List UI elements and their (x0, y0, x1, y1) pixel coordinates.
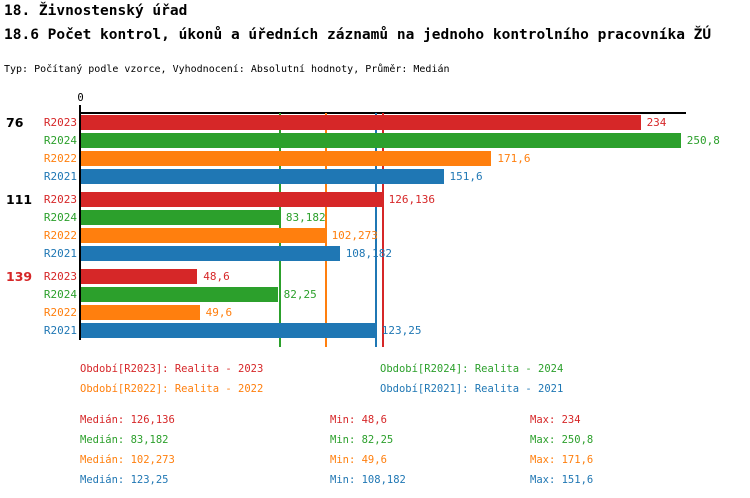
bar-value-111-R2024: 83,182 (285, 211, 326, 224)
median-line-R2021 (374, 113, 377, 347)
bar-value-139-R2021: 123,25 (381, 324, 422, 337)
stat-median-R2021: Medián: 123,25 (80, 474, 169, 486)
row-label-139-R2021: R2021 (43, 324, 77, 337)
axis-tick-label-0: 0 (77, 92, 84, 104)
report-meta-line: Typ: Počítaný podle vzorce, Vyhodnocení:… (4, 64, 450, 75)
bar-76-R2023 (81, 115, 641, 130)
bar-111-R2023 (81, 192, 383, 207)
bar-111-R2021 (81, 246, 340, 261)
row-label-111-R2024: R2024 (43, 211, 77, 224)
bar-139-R2021 (81, 323, 376, 338)
stat-min-R2022: Min: 49,6 (330, 454, 387, 466)
row-label-111-R2023: R2023 (43, 193, 77, 206)
report-title: 18. Živnostenský úřad (4, 3, 188, 19)
group-label-76: 76 (6, 115, 24, 130)
row-label-139-R2022: R2022 (43, 306, 77, 319)
bar-value-76-R2022: 171,6 (497, 152, 531, 165)
report-subtitle: 18.6 Počet kontrol, úkonů a úředních záz… (4, 27, 712, 43)
bar-76-R2024 (81, 133, 681, 148)
legend-item-R2024: Období[R2024]: Realita - 2024 (380, 363, 564, 375)
stat-min-R2021: Min: 108,182 (330, 474, 406, 486)
bar-value-76-R2024: 250,8 (686, 134, 720, 147)
bar-139-R2022 (81, 305, 200, 320)
y-axis-line (79, 105, 81, 340)
row-label-111-R2021: R2021 (43, 247, 77, 260)
row-label-76-R2024: R2024 (43, 134, 77, 147)
stat-max-R2023: Max: 234 (530, 414, 581, 426)
row-label-139-R2024: R2024 (43, 288, 77, 301)
legend-item-R2022: Období[R2022]: Realita - 2022 (80, 383, 264, 395)
bar-76-R2021 (81, 169, 444, 184)
median-line-R2023 (381, 113, 384, 347)
row-label-76-R2023: R2023 (43, 116, 77, 129)
bar-139-R2023 (81, 269, 198, 284)
row-label-76-R2022: R2022 (43, 152, 77, 165)
bar-value-139-R2024: 82,25 (283, 288, 317, 301)
stat-min-R2023: Min: 48,6 (330, 414, 387, 426)
stat-median-R2022: Medián: 102,273 (80, 454, 175, 466)
group-label-111: 111 (6, 192, 33, 207)
row-label-111-R2022: R2022 (43, 229, 77, 242)
bar-value-111-R2021: 108,182 (345, 247, 393, 260)
stat-max-R2021: Max: 151,6 (530, 474, 594, 486)
median-line-R2022 (324, 113, 327, 347)
bar-111-R2022 (81, 228, 326, 243)
bar-value-139-R2022: 49,6 (205, 306, 233, 319)
bar-value-111-R2023: 126,136 (388, 193, 435, 206)
legend-item-R2023: Období[R2023]: Realita - 2023 (80, 363, 264, 375)
stat-max-R2022: Max: 171,6 (530, 454, 594, 466)
row-label-139-R2023: R2023 (43, 270, 77, 283)
group-label-139: 139 (6, 269, 33, 284)
row-label-76-R2021: R2021 (43, 170, 77, 183)
stat-median-R2024: Medián: 83,182 (80, 434, 169, 446)
bar-value-76-R2021: 151,6 (449, 170, 483, 183)
bar-76-R2022 (81, 151, 492, 166)
stat-min-R2024: Min: 82,25 (330, 434, 394, 446)
bar-value-139-R2023: 48,6 (203, 270, 230, 283)
bar-111-R2024 (81, 210, 280, 225)
bar-value-76-R2023: 234 (646, 116, 667, 129)
stat-max-R2024: Max: 250,8 (530, 434, 594, 446)
legend-item-R2021: Období[R2021]: Realita - 2021 (380, 383, 564, 395)
bar-value-111-R2022: 102,273 (331, 229, 378, 242)
stat-median-R2023: Medián: 126,136 (80, 414, 175, 426)
bar-139-R2024 (81, 287, 278, 302)
